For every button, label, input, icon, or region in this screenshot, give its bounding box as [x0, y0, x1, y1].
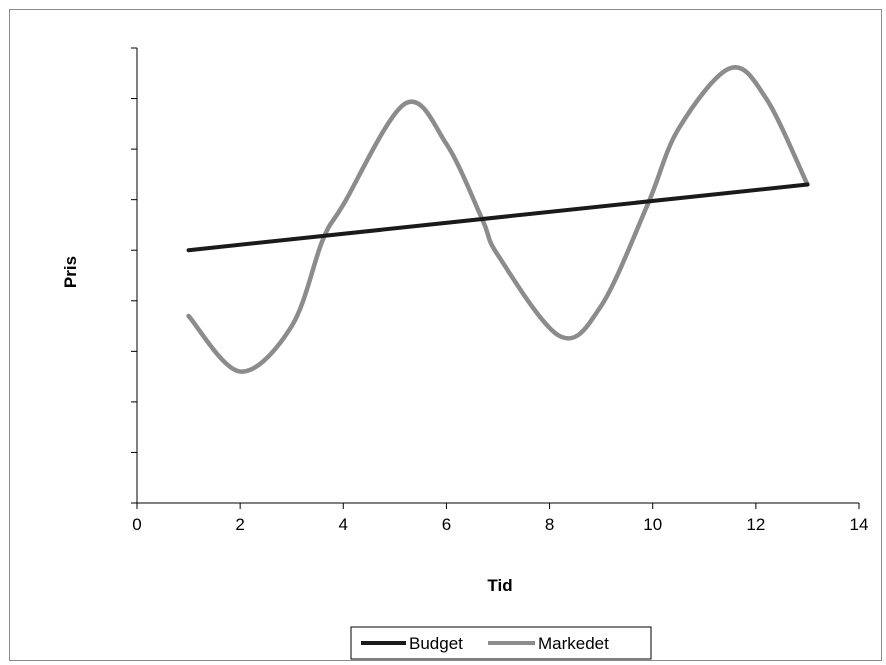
legend: Budget Markedet — [350, 626, 652, 660]
y-axis-title: Pris — [61, 256, 80, 288]
series-line-budget — [186, 182, 810, 253]
x-tick-label: 0 — [132, 515, 141, 534]
x-tick-label: 6 — [442, 515, 451, 534]
x-tick-label: 2 — [235, 515, 244, 534]
legend-label-markedet: Markedet — [538, 634, 609, 653]
series-line-markedet — [186, 65, 810, 374]
x-axis-title: Tid — [487, 576, 512, 595]
chart-frame: 0 2 4 6 8 10 12 14 Tid Pris Budget Markedet — [9, 9, 882, 661]
x-tick-label: 12 — [746, 515, 765, 534]
legend-label-budget: Budget — [409, 634, 463, 653]
line-chart: 0 2 4 6 8 10 12 14 Tid Pris Budget Markedet — [61, 47, 869, 660]
x-tick-label: 14 — [850, 515, 869, 534]
x-tick-label: 4 — [339, 515, 348, 534]
x-tick-label: 8 — [545, 515, 554, 534]
x-tick-label: 10 — [643, 515, 662, 534]
